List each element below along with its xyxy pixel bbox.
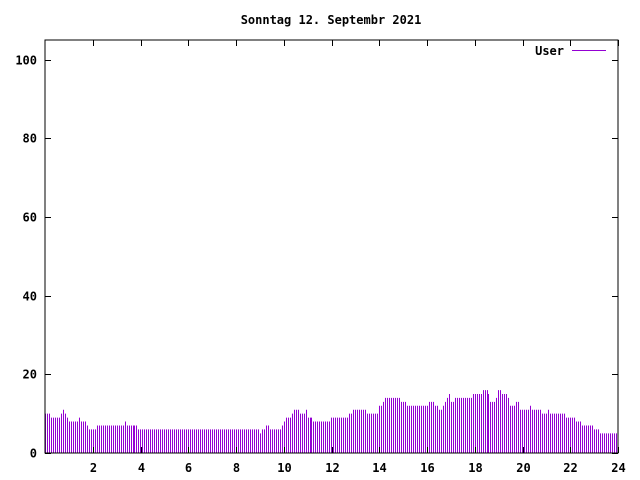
bars-layer — [45, 390, 617, 453]
x-tick-label: 14 — [372, 461, 386, 475]
y-tick-label: 40 — [23, 290, 37, 304]
legend: User — [535, 44, 606, 58]
x-tick-label: 10 — [277, 461, 291, 475]
x-tick-label: 4 — [138, 461, 145, 475]
x-tick-label: 24 — [611, 461, 625, 475]
ticks-layer — [45, 40, 619, 454]
x-tick-label: 16 — [420, 461, 434, 475]
x-tick-label: 20 — [516, 461, 530, 475]
plot-frame — [44, 39, 619, 454]
y-tick-label: 80 — [23, 132, 37, 146]
x-tick-label: 6 — [185, 461, 192, 475]
x-tick-label: 22 — [563, 461, 577, 475]
x-tick-label: 12 — [325, 461, 339, 475]
y-tick-label: 0 — [30, 447, 37, 461]
x-tick-label: 18 — [468, 461, 482, 475]
x-tick-label: 2 — [90, 461, 97, 475]
y-tick-label: 60 — [23, 211, 37, 225]
chart-title: Sonntag 12. Septembr 2021 — [241, 13, 422, 27]
x-tick-label: 8 — [233, 461, 240, 475]
y-tick-label: 20 — [23, 368, 37, 382]
legend-label: User — [535, 44, 564, 58]
y-tick-label: 100 — [15, 54, 37, 68]
